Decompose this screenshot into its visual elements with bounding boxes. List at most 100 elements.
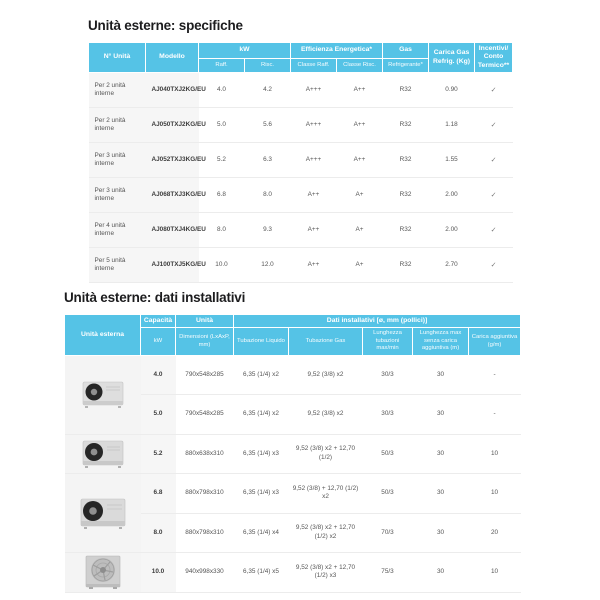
cell-lunghezza: 50/3 bbox=[362, 434, 413, 475]
col-header-unita-esterna: Unità esterna bbox=[64, 314, 141, 356]
cell-modello: AJ100TXJ5KG/EU bbox=[145, 247, 206, 284]
cell-tubazione-liquido: 6,35 (1/4) x5 bbox=[233, 552, 289, 593]
table-row: Per 3 unità interne AJ052TXJ3KG/EU 5.2 6… bbox=[88, 142, 513, 179]
cell-gas: R32 bbox=[382, 72, 429, 109]
table-row: Per 2 unità interne AJ050TXJ2KG/EU 5.0 5… bbox=[88, 107, 513, 144]
col-subheader-classe-risc: Classe Risc. bbox=[336, 58, 384, 74]
table-row: 6.8 880x798x310 6,35 (1/4) x3 9,52 (3/8)… bbox=[64, 473, 521, 554]
cell-tubazione-liquido: 6,35 (1/4) x3 bbox=[233, 434, 289, 475]
cell-classe-risc: A+ bbox=[336, 177, 383, 214]
table-specifiche: N° Unità Modello kW Efficienza Energetic… bbox=[88, 41, 514, 284]
col-subheader-risc: Risc. bbox=[243, 58, 292, 74]
cell-carica: 0.90 bbox=[428, 72, 475, 109]
cell-lunghezza-max: 30 bbox=[412, 552, 469, 593]
cell-n-unita: Per 3 unità interne bbox=[88, 177, 146, 214]
table-row: Per 2 unità interne AJ040TXJ2KG/EU 4.0 4… bbox=[88, 72, 513, 109]
checkmark-icon: ✓ bbox=[474, 107, 513, 144]
cell-carica-aggiuntiva: - bbox=[468, 394, 521, 435]
cell-lunghezza: 50/3 bbox=[362, 473, 413, 514]
cell-classe-risc: A++ bbox=[336, 107, 383, 144]
cell-dimensioni: 880x798x310 bbox=[175, 473, 234, 514]
cell-risc: 8.0 bbox=[244, 177, 291, 214]
checkmark-icon: ✓ bbox=[474, 72, 513, 109]
checkmark-icon: ✓ bbox=[474, 177, 513, 214]
col-header-incentivi: Incentivi/ Conto Termico** bbox=[474, 41, 514, 74]
table-row: 10.0 940x998x330 6,35 (1/4) x5 9,52 (3/8… bbox=[64, 552, 521, 593]
cell-risc: 4.2 bbox=[244, 72, 291, 109]
cell-tubazione-liquido: 6,35 (1/4) x2 bbox=[233, 394, 289, 435]
cell-raff: 8.0 bbox=[198, 212, 245, 249]
outdoor-unit-side-medium-icon bbox=[82, 440, 123, 468]
col-header-efficienza: Efficienza Energetica* bbox=[290, 41, 384, 60]
outdoor-unit-side-small-icon bbox=[82, 381, 123, 409]
outdoor-unit-side-large-icon bbox=[80, 498, 125, 529]
section-title-specifiche: Unità esterne: specifiche bbox=[88, 18, 243, 33]
cell-n-unita: Per 2 unità interne bbox=[88, 107, 146, 144]
cell-carica: 1.18 bbox=[428, 107, 475, 144]
col-subheader-kw: kW bbox=[140, 327, 176, 356]
cell-raff: 4.0 bbox=[198, 72, 245, 109]
cell-classe-raff: A++ bbox=[290, 247, 337, 284]
cell-n-unita: Per 4 unità interne bbox=[88, 212, 146, 249]
cell-classe-raff: A+++ bbox=[290, 72, 337, 109]
cell-tubazione-gas: 9,52 (3/8) x2 + 12,70 (1/2) x2 bbox=[288, 513, 363, 554]
cell-carica: 2.00 bbox=[428, 177, 475, 214]
cell-carica: 2.70 bbox=[428, 247, 475, 284]
cell-risc: 9.3 bbox=[244, 212, 291, 249]
checkmark-icon: ✓ bbox=[474, 247, 513, 284]
cell-dimensioni: 790x548x285 bbox=[175, 394, 234, 435]
col-header-kw: kW bbox=[197, 41, 292, 60]
cell-n-unita: Per 2 unità interne bbox=[88, 72, 146, 109]
col-subheader-refrigerante: Refrigerante* bbox=[382, 58, 430, 74]
cell-carica-aggiuntiva: 10 bbox=[468, 473, 521, 514]
col-subheader-raff: Raff. bbox=[198, 58, 245, 74]
section-title-dati-installativi: Unità esterne: dati installativi bbox=[64, 290, 246, 305]
table-dati-installativi: Unità esterna Capacità Unità Dati instal… bbox=[64, 313, 522, 593]
cell-classe-risc: A+ bbox=[336, 212, 383, 249]
cell-carica-aggiuntiva: 10 bbox=[468, 434, 521, 475]
cell-raff: 5.2 bbox=[198, 142, 245, 179]
cell-tubazione-gas: 9,52 (3/8) x2 + 12,70 (1/2) bbox=[288, 434, 363, 475]
cell-lunghezza-max: 30 bbox=[412, 394, 469, 435]
outdoor-unit-front-fan-icon bbox=[85, 555, 120, 589]
cell-capacita: 6.8 bbox=[140, 473, 176, 514]
cell-gas: R32 bbox=[382, 107, 429, 144]
cell-capacita: 8.0 bbox=[140, 513, 176, 554]
cell-capacita: 10.0 bbox=[140, 552, 176, 593]
cell-capacita: 5.2 bbox=[140, 434, 176, 475]
cell-tubazione-gas: 9,52 (3/8) x2 bbox=[288, 394, 363, 435]
cell-lunghezza-max: 30 bbox=[412, 434, 469, 475]
cell-classe-raff: A+++ bbox=[290, 107, 337, 144]
cell-dimensioni: 880x638x310 bbox=[175, 434, 234, 475]
table-row: Per 5 unità interne AJ100TXJ5KG/EU 10.0 … bbox=[88, 247, 513, 284]
cell-n-unita: Per 5 unità interne bbox=[88, 247, 146, 284]
cell-raff: 5.0 bbox=[198, 107, 245, 144]
table-row: Per 3 unità interne AJ068TXJ3KG/EU 6.8 8… bbox=[88, 177, 513, 214]
outdoor-unit-image bbox=[64, 473, 141, 554]
cell-dimensioni: 790x548x285 bbox=[175, 355, 234, 396]
cell-lunghezza: 75/3 bbox=[362, 552, 413, 593]
cell-tubazione-gas: 9,52 (3/8) x2 + 12,70 (1/2) x3 bbox=[288, 552, 363, 593]
cell-classe-raff: A+++ bbox=[290, 142, 337, 179]
table-row: Per 4 unità interne AJ080TXJ4KG/EU 8.0 9… bbox=[88, 212, 513, 249]
cell-lunghezza-max: 30 bbox=[412, 513, 469, 554]
cell-classe-risc: A+ bbox=[336, 247, 383, 284]
cell-carica-aggiuntiva: 10 bbox=[468, 552, 521, 593]
outdoor-unit-image bbox=[64, 434, 141, 475]
cell-tubazione-liquido: 6,35 (1/4) x2 bbox=[233, 355, 289, 396]
cell-risc: 12.0 bbox=[244, 247, 291, 284]
cell-dimensioni: 940x998x330 bbox=[175, 552, 234, 593]
cell-tubazione-gas: 9,52 (3/8) x2 bbox=[288, 355, 363, 396]
table-row: 5.0 790x548x285 6,35 (1/4) x2 9,52 (3/8)… bbox=[65, 394, 521, 435]
cell-modello: AJ040TXJ2KG/EU bbox=[145, 72, 206, 109]
cell-gas: R32 bbox=[382, 212, 429, 249]
cell-classe-raff: A++ bbox=[290, 212, 337, 249]
cell-modello: AJ068TXJ3KG/EU bbox=[145, 177, 206, 214]
col-header-carica-gas: Carica Gas Refrig. (Kg) bbox=[428, 41, 476, 74]
col-header-gas: Gas bbox=[382, 41, 430, 60]
cell-lunghezza: 70/3 bbox=[362, 513, 413, 554]
col-subheader-tubazione-liquido: Tubazione Liquido bbox=[233, 327, 289, 356]
cell-modello: AJ050TXJ2KG/EU bbox=[145, 107, 206, 144]
cell-carica-aggiuntiva: - bbox=[468, 355, 521, 396]
